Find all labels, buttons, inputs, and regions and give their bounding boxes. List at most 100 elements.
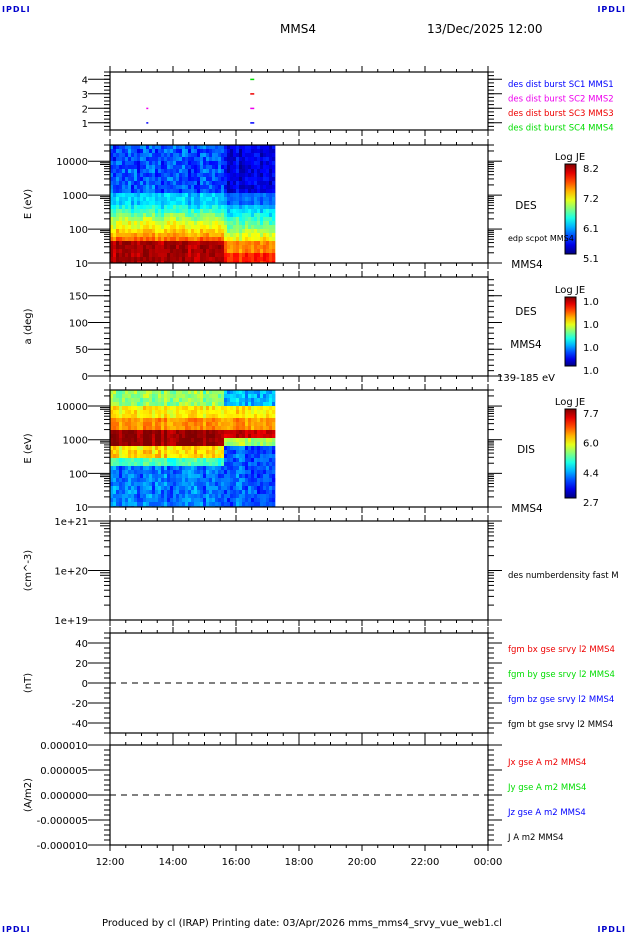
dis-energy-panel-cell: [173, 482, 176, 486]
des-energy-panel-cell: [182, 169, 185, 173]
dis-energy-panel-cell: [134, 430, 137, 434]
des-energy-panel-cell: [152, 149, 155, 153]
dis-energy-panel-cell: [212, 490, 215, 494]
des-energy-panel-cell: [173, 237, 176, 241]
des-energy-panel-cell: [137, 145, 140, 149]
des-energy-panel-cell: [197, 205, 200, 209]
des-energy-panel-cell: [227, 205, 230, 209]
des-energy-panel-cell: [200, 197, 203, 201]
dis-energy-panel-cell: [119, 498, 122, 502]
des-energy-panel-cell: [236, 245, 239, 249]
des-energy-panel-cell: [188, 257, 191, 261]
dis-energy-panel-cell: [230, 438, 233, 442]
des-energy-panel-cell: [164, 157, 167, 161]
dis-energy-panel-cell: [176, 482, 179, 486]
dis-energy-panel-cell: [110, 458, 113, 462]
des-energy-panel-cell: [203, 213, 206, 217]
des-energy-panel-cell: [230, 233, 233, 237]
des-energy-panel-cell: [245, 205, 248, 209]
dis-energy-panel-cell: [194, 486, 197, 490]
dis-energy-panel-cell: [164, 486, 167, 490]
dis-energy-panel-cell: [263, 414, 266, 418]
des-energy-panel-cell: [146, 213, 149, 217]
des-energy-panel-ytick-label: 100: [69, 225, 88, 236]
des-energy-panel-cell: [209, 261, 212, 263]
des-energy-panel-cell: [116, 237, 119, 241]
dis-energy-panel-cell: [164, 410, 167, 414]
des-energy-panel-cell: [209, 233, 212, 237]
dis-energy-panel-cell: [245, 458, 248, 462]
des-energy-panel-cell: [224, 185, 227, 189]
des-energy-panel-cell: [158, 165, 161, 169]
des-energy-panel-cell: [215, 217, 218, 221]
dis-energy-panel-cell: [263, 490, 266, 494]
des-energy-panel-cell: [113, 241, 116, 245]
des-energy-panel-cell: [119, 197, 122, 201]
dis-energy-panel-cell: [113, 390, 116, 394]
dis-energy-panel-cell: [122, 482, 125, 486]
des-energy-panel-cell: [182, 229, 185, 233]
des-energy-panel-cell: [203, 249, 206, 253]
des-energy-panel-cell: [206, 201, 209, 205]
des-energy-panel-cell: [149, 169, 152, 173]
des-energy-panel-cell: [149, 149, 152, 153]
des-energy-panel-cell: [131, 181, 134, 185]
dis-energy-panel-cell: [143, 430, 146, 434]
dis-energy-panel-cell: [164, 458, 167, 462]
des-energy-panel-cell: [131, 177, 134, 181]
des-energy-panel-cell: [203, 177, 206, 181]
des-energy-panel-cell: [167, 169, 170, 173]
des-energy-panel-cell: [239, 261, 242, 263]
des-energy-panel-cell: [236, 209, 239, 213]
des-energy-panel-cell: [122, 185, 125, 189]
des-energy-panel-cell: [179, 169, 182, 173]
des-energy-panel-cell: [173, 241, 176, 245]
des-energy-panel-cell: [221, 157, 224, 161]
dis-energy-panel-cell: [161, 450, 164, 454]
dis-energy-panel-cell: [149, 406, 152, 410]
dis-energy-panel-cell: [161, 390, 164, 394]
dis-energy-panel-cell: [260, 394, 263, 398]
des-energy-panel-cell: [260, 169, 263, 173]
des-energy-panel-cell: [167, 145, 170, 149]
des-pitch-panel-colorbar-tick: 1.0: [583, 343, 599, 354]
des-energy-panel-cell: [155, 185, 158, 189]
des-energy-panel-cell: [218, 157, 221, 161]
des-energy-panel-cell: [212, 173, 215, 177]
dis-energy-panel-cell: [179, 406, 182, 410]
des-energy-panel-cell: [251, 233, 254, 237]
des-energy-panel-cell: [182, 213, 185, 217]
des-energy-panel-cell: [125, 177, 128, 181]
des-energy-panel-cell: [143, 241, 146, 245]
dis-energy-panel-cell: [218, 486, 221, 490]
dis-energy-panel-cell: [224, 402, 227, 406]
des-energy-panel-cell: [122, 153, 125, 157]
des-energy-panel-cell: [221, 165, 224, 169]
dis-energy-panel-cell: [164, 450, 167, 454]
dis-energy-panel-cell: [254, 430, 257, 434]
dis-energy-panel-cell: [188, 454, 191, 458]
des-energy-panel-cell: [191, 241, 194, 245]
des-energy-panel-cell: [206, 253, 209, 257]
des-energy-panel-cell: [170, 193, 173, 197]
dis-energy-panel-cell: [113, 442, 116, 446]
dis-energy-panel-cell: [224, 482, 227, 486]
des-energy-panel-cell: [128, 233, 131, 237]
dis-energy-panel-cell: [119, 474, 122, 478]
des-energy-panel-cell: [167, 225, 170, 229]
dis-energy-panel-cell: [119, 430, 122, 434]
des-energy-panel-cell: [122, 173, 125, 177]
des-energy-panel-cell: [161, 217, 164, 221]
des-energy-panel-cell: [218, 173, 221, 177]
dis-energy-panel-cell: [140, 442, 143, 446]
des-energy-panel-cell: [182, 221, 185, 225]
dis-energy-panel-cell: [116, 446, 119, 450]
des-energy-panel-cell: [233, 161, 236, 165]
des-energy-panel-cell: [176, 245, 179, 249]
dis-energy-panel-cell: [182, 390, 185, 394]
dis-energy-panel-cell: [152, 466, 155, 470]
des-energy-panel-cell: [182, 217, 185, 221]
des-energy-panel-cell: [170, 185, 173, 189]
dis-energy-panel-cell: [191, 498, 194, 502]
dis-energy-panel-cell: [140, 494, 143, 498]
